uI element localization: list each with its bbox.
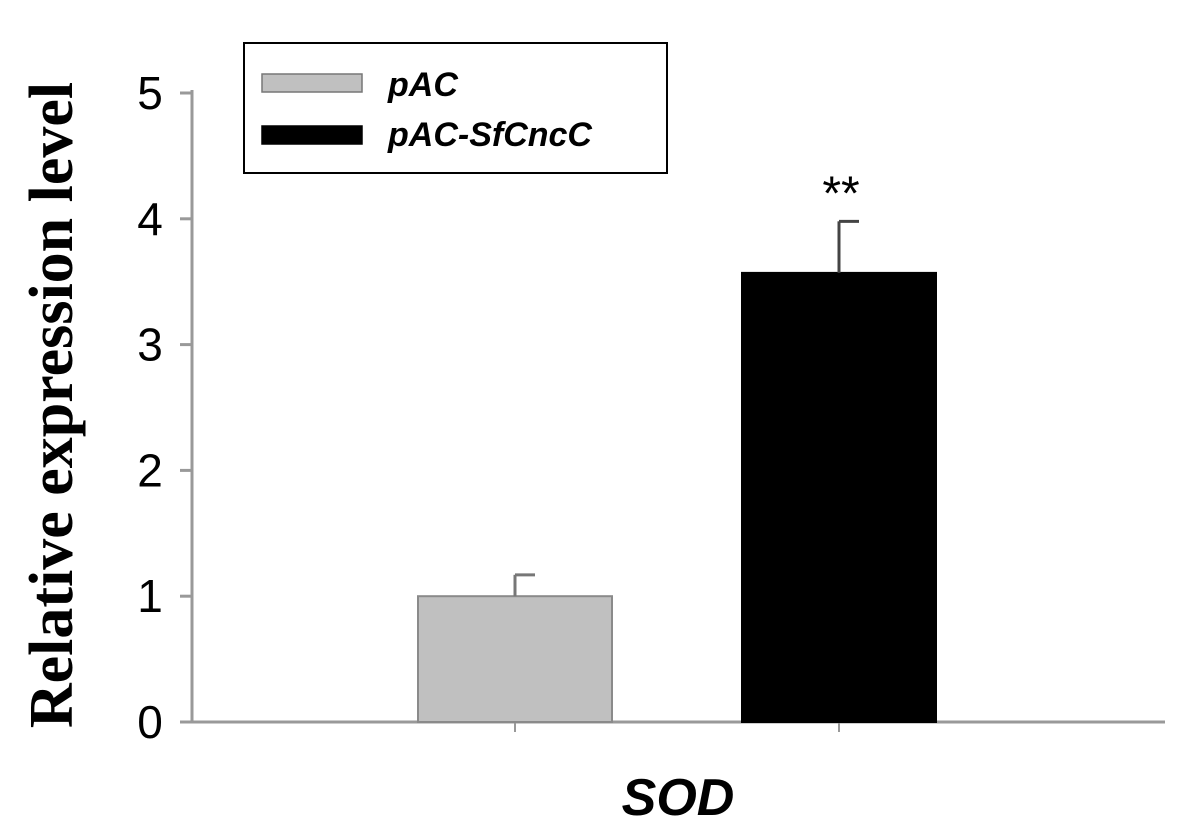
legend-box [243,42,668,174]
bar-pac-sfcncc [741,271,937,723]
bars [417,271,937,724]
significance-marker: ** [822,167,859,220]
x-ticks [514,722,840,732]
legend-swatch-pac-sfcncc [261,125,363,145]
y-tick-label: 4 [137,193,163,245]
legend-swatch-pac [261,73,363,93]
y-tick-label: 3 [137,319,163,371]
annotations: ** [822,167,859,220]
bar-pac [417,595,613,724]
legend-label-pac: pAC [387,66,458,104]
error-bars [513,219,859,597]
y-tick-label: 0 [137,696,163,748]
x-category-label: SOD [622,769,735,827]
y-ticks: 0 1 2 3 4 5 [137,67,192,748]
legend-label-pac-sfcncc: pAC-SfCncC [387,116,592,154]
y-axis-title: Relative expression level [18,82,86,728]
y-tick-label: 1 [137,570,163,622]
y-tick-label: 5 [137,67,163,119]
y-tick-label: 2 [137,444,163,496]
legend: pAC pAC-SfCncC [243,42,668,174]
